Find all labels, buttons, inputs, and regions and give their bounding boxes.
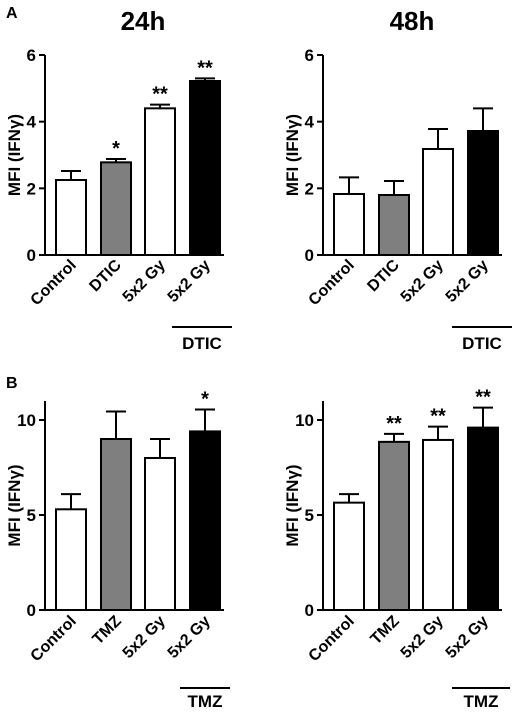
x-tick-label: 5x2 Gy (443, 257, 492, 306)
x-tick-label: 5x2 Gy (165, 257, 214, 306)
x-tick-label: DTIC (364, 256, 403, 295)
bar (55, 508, 87, 611)
significance-marker: ** (197, 57, 213, 79)
group-label: DTIC (462, 334, 502, 353)
column-title-48h: 48h (390, 6, 435, 36)
y-tick-label: 0 (27, 246, 36, 265)
y-axis-label: MFI (IFNγ) (283, 464, 302, 546)
y-axis-label: MFI (IFNγ) (5, 114, 24, 196)
y-axis-label: MFI (IFNγ) (5, 464, 24, 546)
x-tick-label: TMZ (368, 613, 403, 648)
significance-marker: ** (430, 406, 446, 428)
x-tick-label: 5x2 Gy (398, 613, 447, 662)
x-tick-label: 5x2 Gy (120, 257, 169, 306)
group-label: TMZ (464, 692, 499, 711)
y-axis-label: MFI (IFNγ) (283, 114, 302, 196)
y-tick-label: 2 (27, 179, 36, 198)
bar (144, 107, 176, 257)
bar (378, 194, 410, 256)
bar (333, 501, 365, 611)
significance-marker: ** (386, 413, 402, 435)
y-tick-label: 0 (305, 246, 314, 265)
bar (144, 457, 176, 611)
bar (422, 148, 454, 256)
bar (378, 440, 410, 611)
significance-marker: ** (475, 387, 491, 409)
y-tick-label: 6 (305, 46, 314, 65)
panel-label-b: B (6, 375, 18, 392)
bar (55, 179, 87, 256)
x-tick-label: Control (28, 613, 80, 665)
chart-4: 0 5 10 MFI (IFNγ) Control ** TMZ ** 5x2 Gy ** 5x2 … (283, 387, 510, 711)
y-tick-label: 5 (27, 506, 36, 525)
x-tick-label: 5x2 Gy (398, 257, 447, 306)
bar (100, 161, 132, 256)
y-tick-label: 0 (305, 601, 314, 620)
y-tick-label: 5 (305, 506, 314, 525)
bar (189, 80, 221, 256)
group-label: TMZ (188, 692, 223, 711)
column-title-24h: 24h (121, 6, 166, 36)
y-tick-label: 2 (305, 179, 314, 198)
charts-container: 0 2 4 6 MFI (IFNγ) Control * DTIC ** 5x2 Gy ** 5x2 … (5, 46, 512, 711)
x-tick-label: Control (306, 613, 358, 665)
significance-marker: ** (152, 84, 168, 106)
x-tick-label: 5x2 Gy (443, 613, 492, 662)
y-tick-label: 4 (305, 113, 315, 132)
y-tick-label: 10 (17, 411, 36, 430)
x-tick-label: DTIC (86, 256, 125, 295)
bar (100, 438, 132, 611)
x-tick-label: 5x2 Gy (165, 613, 214, 662)
x-tick-label: TMZ (90, 613, 125, 648)
panel-label-a: A (6, 5, 18, 22)
y-tick-label: 4 (27, 113, 37, 132)
y-tick-label: 10 (295, 411, 314, 430)
x-tick-label: 5x2 Gy (120, 613, 169, 662)
bar (333, 193, 365, 256)
bar (467, 130, 499, 256)
group-label: DTIC (182, 334, 222, 353)
bar (422, 438, 454, 612)
y-tick-label: 6 (27, 46, 36, 65)
y-tick-label: 0 (27, 601, 36, 620)
bar (189, 430, 221, 611)
significance-marker: * (201, 389, 209, 411)
bar (467, 426, 499, 611)
significance-marker: * (112, 138, 120, 160)
